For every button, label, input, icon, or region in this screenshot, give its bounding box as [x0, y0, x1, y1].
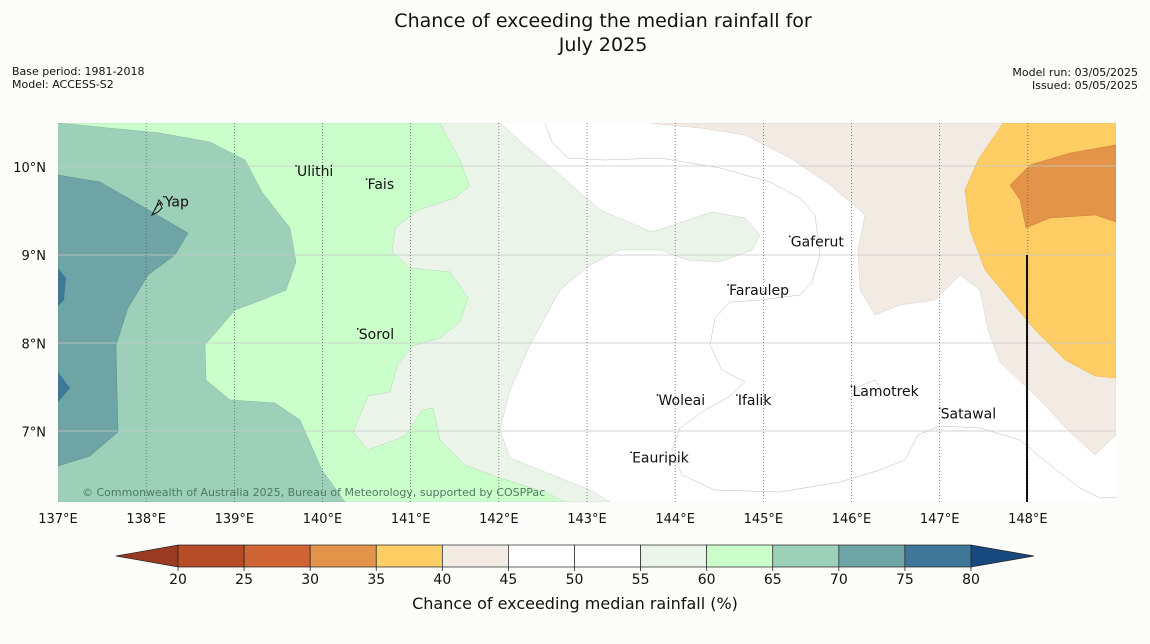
colorbar-tick-label: 30	[301, 572, 319, 588]
lat-tick-label: 8°N	[22, 337, 47, 352]
lon-tick-label: 142°E	[479, 512, 519, 527]
place-marker	[727, 283, 729, 286]
colorbar-under-arrow	[115, 544, 179, 568]
colorbar-segment	[508, 544, 575, 568]
place-marker	[938, 407, 941, 410]
place-marker	[162, 195, 165, 198]
place-marker	[656, 394, 659, 396]
lon-tick-label: 139°E	[215, 512, 255, 527]
longitude-gridlines	[145, 123, 1029, 502]
colorbar-segment	[309, 544, 377, 568]
lon-tick-label: 146°E	[832, 512, 872, 527]
lon-tick-label: 145°E	[744, 512, 784, 527]
place-marker	[630, 451, 632, 454]
meta-left: Base period: 1981-2018 Model: ACCESS-S2	[12, 65, 144, 91]
map-panel: © Commonwealth of Australia 2025, Bureau…	[58, 123, 1116, 502]
place-marker	[365, 178, 368, 181]
colorbar-tick-label: 50	[566, 572, 584, 588]
colorbar-segment	[706, 544, 774, 568]
colorbar-segment	[772, 544, 840, 568]
lon-tick-label: 137°E	[38, 512, 78, 527]
meta-right: Model run: 03/05/2025 Issued: 05/05/2025	[1012, 66, 1138, 92]
colorbar-segment	[441, 544, 509, 568]
lat-tick-label: 10°N	[13, 161, 46, 176]
colorbar-tick-label: 45	[500, 572, 518, 588]
longitude-tick-labels: 137°E 138°E 139°E 140°E 141°E 142°E 143°E 144°E…	[38, 512, 1047, 527]
contour-75-80-b	[58, 372, 70, 402]
lon-tick-label: 141°E	[391, 512, 431, 527]
title-line-2: July 2025	[558, 34, 648, 56]
colorbar-tick-label: 55	[632, 572, 650, 588]
place-label: Fais	[368, 177, 395, 193]
colorbar-tick-label: 75	[896, 572, 914, 588]
place-label: Lamotrek	[853, 384, 920, 400]
lon-tick-label: 144°E	[655, 512, 695, 527]
model-text: Model: ACCESS-S2	[12, 78, 114, 91]
lon-tick-label: 138°E	[126, 512, 166, 527]
colorbar-segment	[375, 544, 443, 568]
colorbar: 20 25 30 35 40 45 50 55 60 65 70 75 80	[115, 544, 1035, 588]
place-labels: Yap Ulithi Fais Gaferut Faraulep Sorol Woleai I…	[162, 164, 996, 466]
colorbar-tick-label: 35	[367, 572, 385, 588]
place-label: Ifalik	[738, 393, 772, 409]
colorbar-tick-label: 40	[433, 572, 451, 588]
place-label: Yap	[164, 195, 189, 211]
contour-75-80-a	[58, 268, 66, 306]
place-label: Faraulep	[729, 283, 789, 299]
place-label: Gaferut	[791, 234, 845, 250]
colorbar-tick-label: 80	[962, 572, 980, 588]
lon-tick-label: 143°E	[567, 512, 607, 527]
colorbar-tick-label: 25	[235, 572, 253, 588]
colorbar-segment	[243, 544, 311, 568]
lat-tick-label: 7°N	[22, 425, 47, 440]
place-marker	[356, 328, 359, 330]
colorbar-over-arrow	[970, 544, 1035, 568]
colorbar-segment	[640, 544, 708, 568]
base-period-text: Base period: 1981-2018	[12, 65, 145, 78]
lon-tick-label: 140°E	[303, 512, 343, 527]
map-title: Chance of exceeding the median rainfall …	[0, 9, 1150, 57]
contour-line-50-a	[544, 123, 1116, 499]
model-run-text: Model run: 03/05/2025	[1012, 66, 1138, 79]
lon-tick-label: 147°E	[920, 512, 960, 527]
place-marker	[295, 164, 297, 167]
place-marker	[850, 385, 853, 388]
place-label: Woleai	[659, 393, 706, 409]
contour-line-50-b	[854, 379, 883, 399]
place-label: Sorol	[359, 327, 394, 343]
colorbar-segment	[574, 544, 641, 568]
colorbar-tick-label: 70	[830, 572, 848, 588]
place-marker	[735, 394, 738, 396]
colorbar-tick-label: 60	[698, 572, 716, 588]
colorbar-label: Chance of exceeding median rainfall (%)	[412, 594, 738, 613]
lat-tick-label: 9°N	[22, 249, 47, 264]
colorbar-tick-label: 20	[169, 572, 187, 588]
yap-island-outline	[150, 199, 164, 217]
copyright-text: © Commonwealth of Australia 2025, Bureau…	[82, 486, 545, 499]
colorbar-segment	[177, 544, 245, 568]
lon-tick-label: 148°E	[1008, 512, 1048, 527]
contour-70-75	[58, 174, 189, 467]
place-label: Eauripik	[632, 450, 690, 466]
colorbar-segment	[904, 544, 972, 568]
colorbar-segment	[838, 544, 906, 568]
place-label: Ulithi	[297, 164, 333, 180]
title-line-1: Chance of exceeding the median rainfall …	[394, 10, 812, 32]
issued-text: Issued: 05/05/2025	[1031, 79, 1138, 92]
place-marker	[788, 235, 791, 238]
place-label: Satawal	[941, 406, 996, 422]
latitude-tick-labels: 10°N 9°N 8°N 7°N	[13, 161, 46, 440]
colorbar-tick-label: 65	[764, 572, 782, 588]
